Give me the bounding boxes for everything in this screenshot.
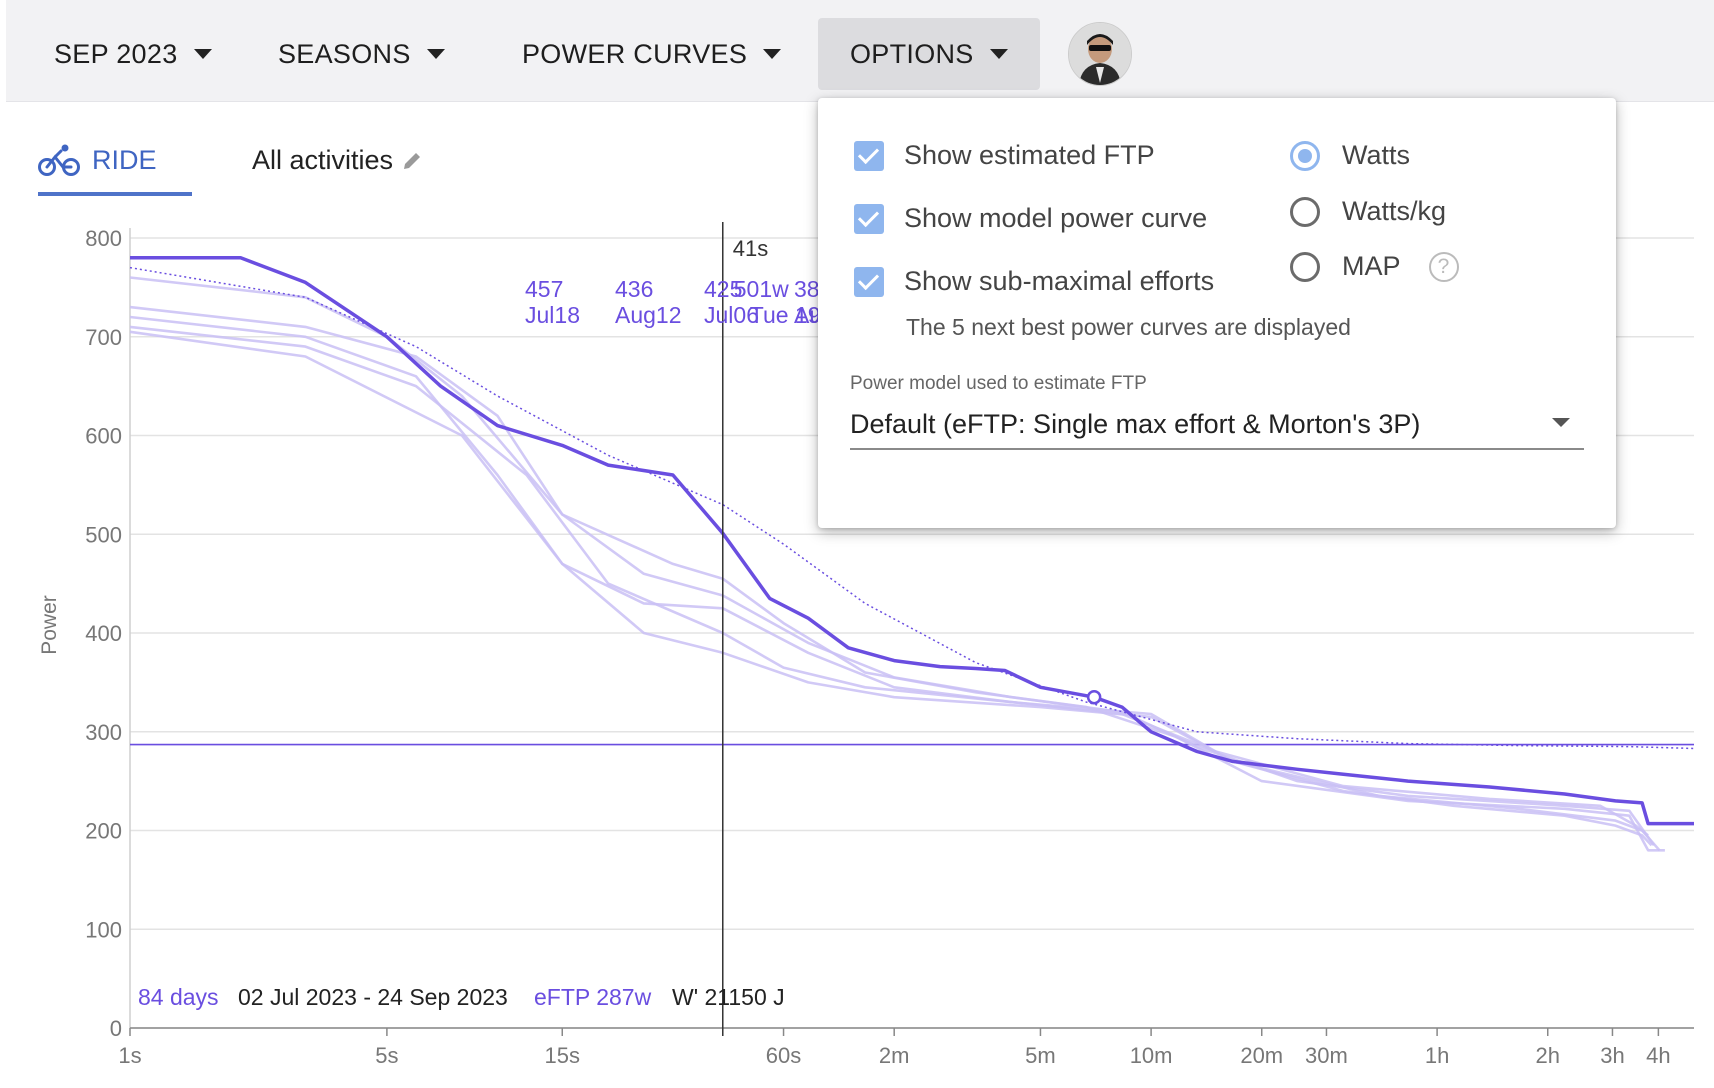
cursor-value: 425 [704,276,742,302]
unit-map-option[interactable]: MAP ? [1290,251,1459,282]
x-tick-label: 60s [766,1043,801,1068]
submax-power-curve [129,305,1655,847]
best-power-curve [130,256,1694,826]
options-button[interactable]: OPTIONS [818,18,1040,90]
x-tick-label: 5s [375,1043,398,1068]
checkbox-checked-icon[interactable] [854,140,884,171]
cursor-value: 457 [525,276,563,302]
tab-ride[interactable]: RIDE [38,128,192,196]
avatar[interactable] [1068,22,1132,86]
y-tick-label: 500 [85,522,122,547]
caret-down-icon [426,49,445,59]
x-tick-label: 4h [1646,1043,1670,1068]
series-group [129,256,1695,852]
activities-filter[interactable]: All activities [252,145,423,176]
footer-days: 84 days [138,984,219,1010]
y-axis: 0 100 200 300 400 500 600 700 800 [85,226,122,1041]
show-estimated-ftp-option[interactable]: Show estimated FTP [854,140,1155,171]
options-dropdown: Show estimated FTP Show model power curv… [818,98,1616,528]
footer-date-range: 02 Jul 2023 - 24 Sep 2023 [238,984,508,1010]
footer-wprime: W' 21150 J [672,984,785,1010]
caret-down-icon [193,49,212,59]
unit-wkg-label: Watts/kg [1342,196,1447,226]
cursor-value: 38 [794,276,820,302]
submax-note: The 5 next best power curves are display… [906,314,1351,340]
show-model-curve-option[interactable]: Show model power curve [854,203,1207,234]
caret-down-icon [1552,418,1570,427]
checkbox-checked-icon[interactable] [854,266,884,297]
x-tick-label: 1s [118,1043,141,1068]
cursor-date: Jul06 [704,302,759,328]
unit-watts-option[interactable]: Watts [1290,140,1410,171]
x-tick-label: 30m [1305,1043,1348,1068]
power-model-value: Default (eFTP: Single max effort & Morto… [850,408,1421,439]
month-selector-button[interactable]: SEP 2023 [54,18,212,90]
cursor-time-label: 41s [733,236,768,261]
seasons-button[interactable]: SEASONS [278,18,445,90]
chart-footer: 84 days 02 Jul 2023 - 24 Sep 2023 eFTP 287… [138,984,785,1010]
y-tick-label: 200 [85,819,122,844]
caret-down-icon [763,49,782,59]
show-submax-option[interactable]: Show sub-maximal efforts [854,266,1214,297]
unit-watts-label: Watts [1342,140,1411,170]
power-model-label: Power model used to estimate FTP [850,373,1147,394]
y-tick-label: 0 [110,1016,122,1041]
activities-label: All activities [252,145,394,175]
x-tick-label: 1h [1425,1043,1449,1068]
radio-selected-icon[interactable] [1290,140,1320,171]
y-tick-label: 300 [85,720,122,745]
x-axis: 1s 5s 15s 60s 2m 5m 10m 20m 30m 1h 2h 3h 4h [118,1028,1671,1068]
x-tick-label: 10m [1130,1043,1173,1068]
radio-unselected-icon[interactable] [1290,196,1320,227]
x-tick-label: 15s [545,1043,580,1068]
y-tick-label: 800 [85,226,122,251]
cursor-date: Au [794,302,822,328]
radio-unselected-icon[interactable] [1290,251,1320,282]
show-estimated-ftp-label: Show estimated FTP [904,140,1155,170]
unit-wkg-option[interactable]: Watts/kg [1290,196,1446,227]
avatar-image [1069,23,1131,85]
submax-power-curve [129,315,1649,837]
show-model-curve-label: Show model power curve [904,203,1208,233]
y-tick-label: 400 [85,621,122,646]
y-tick-label: 600 [85,424,122,449]
tab-ride-label: RIDE [92,144,157,175]
power-model-select[interactable]: Default (eFTP: Single max effort & Morto… [850,400,1584,450]
x-tick-label: 3h [1600,1043,1624,1068]
options-label: OPTIONS [850,38,974,69]
y-tick-label: 100 [85,917,122,942]
seasons-label: SEASONS [278,38,411,69]
model-power-curve [129,266,1695,750]
cursor-value: 501w [734,276,789,302]
x-tick-label: 2h [1535,1043,1559,1068]
bike-icon [38,144,80,176]
submax-power-curve [129,325,1661,852]
chart-grid [129,228,1694,1029]
x-tick-label: 5m [1025,1043,1056,1068]
power-curves-label: POWER CURVES [522,38,748,69]
unit-map-label: MAP [1342,251,1401,281]
top-toolbar: SEP 2023 SEASONS POWER CURVES OPTIONS [6,0,1714,102]
caret-down-icon [989,49,1008,59]
cursor-date: Jul18 [525,302,580,328]
x-tick-label: 2m [879,1043,910,1068]
cursor-value: 436 [615,276,653,302]
month-label: SEP 2023 [54,38,178,69]
power-curves-button[interactable]: POWER CURVES [522,18,782,90]
y-tick-label: 700 [85,325,122,350]
show-submax-label: Show sub-maximal efforts [904,266,1215,296]
x-tick-label: 20m [1240,1043,1283,1068]
help-icon[interactable]: ? [1428,251,1459,282]
footer-eftp: eFTP 287w [534,984,652,1010]
pencil-icon [404,152,421,169]
curve-marker [1086,689,1102,705]
cursor-date: Aug12 [615,302,682,328]
submax-power-curve [129,330,1653,847]
checkbox-checked-icon[interactable] [854,203,884,234]
y-axis-label: Power [38,595,61,655]
